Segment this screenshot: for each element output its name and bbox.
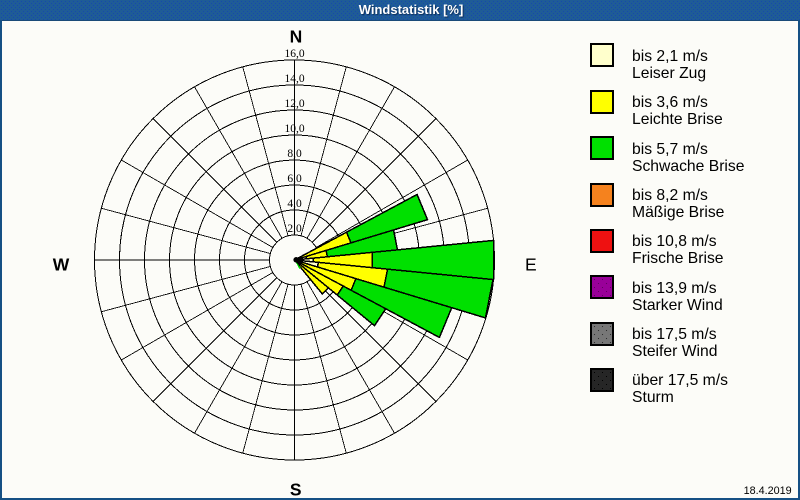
svg-text:E: E — [525, 255, 537, 275]
svg-text:S: S — [290, 479, 302, 499]
svg-text:W: W — [53, 255, 70, 275]
svg-text:6,0: 6,0 — [287, 173, 302, 185]
svg-text:N: N — [290, 27, 303, 47]
svg-text:14,0: 14,0 — [284, 73, 304, 85]
svg-text:10,0: 10,0 — [284, 123, 304, 135]
svg-text:2,0: 2,0 — [287, 223, 302, 235]
svg-text:8,0: 8,0 — [287, 148, 302, 160]
svg-text:16,0: 16,0 — [284, 48, 304, 60]
svg-text:12,0: 12,0 — [284, 98, 304, 110]
svg-text:4,0: 4,0 — [287, 198, 302, 210]
